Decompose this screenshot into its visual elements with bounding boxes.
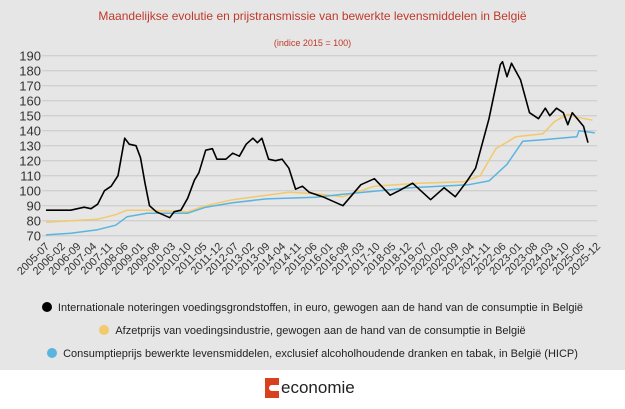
legend-label: Afzetprijs van voedingsindustrie, gewoge… [115, 325, 526, 337]
line-chart: 1901801701601501401301201101009080702005… [15, 49, 603, 278]
chart-title: Maandelijkse evolutie en prijstransmissi… [98, 9, 527, 23]
y-tick-label: 160 [19, 94, 41, 109]
y-tick-label: 100 [19, 184, 41, 199]
y-tick-label: 140 [19, 124, 41, 139]
y-tick-label: 110 [20, 169, 41, 184]
legend-item-consumptieprijs: Consumptieprijs bewerkte levensmiddelen,… [0, 348, 625, 360]
y-tick-label: 130 [19, 139, 41, 154]
series-line-international [46, 60, 589, 219]
y-tick-label: 170 [19, 79, 41, 94]
y-tick-label: 80 [27, 214, 41, 229]
chart-panel [0, 0, 625, 370]
legend-item-international: Internationale noteringen voedingsgronds… [0, 302, 625, 314]
y-tick-label: 150 [19, 109, 41, 124]
legend-label: Consumptieprijs bewerkte levensmiddelen,… [63, 348, 578, 360]
y-tick-label: 180 [19, 64, 41, 79]
y-tick-label: 70 [27, 229, 41, 244]
chart-subtitle: (indice 2015 = 100) [273, 38, 352, 48]
y-tick-label: 90 [27, 199, 41, 214]
legend-item-afzetprijs: Afzetprijs van voedingsindustrie, gewoge… [0, 325, 625, 337]
legend-dot-yellow [99, 325, 110, 335]
y-tick-label: 120 [19, 154, 41, 169]
economie-logo-icon [265, 378, 279, 398]
legend-dot-black [41, 302, 52, 312]
legend-dot-blue [47, 348, 58, 358]
economie-logo: economie [265, 378, 355, 398]
legend-label: Internationale noteringen voedingsgronds… [57, 302, 584, 314]
logo-text: economie [281, 378, 355, 397]
series-line-consumptieprijs [45, 129, 595, 236]
y-tick-label: 190 [19, 49, 41, 64]
